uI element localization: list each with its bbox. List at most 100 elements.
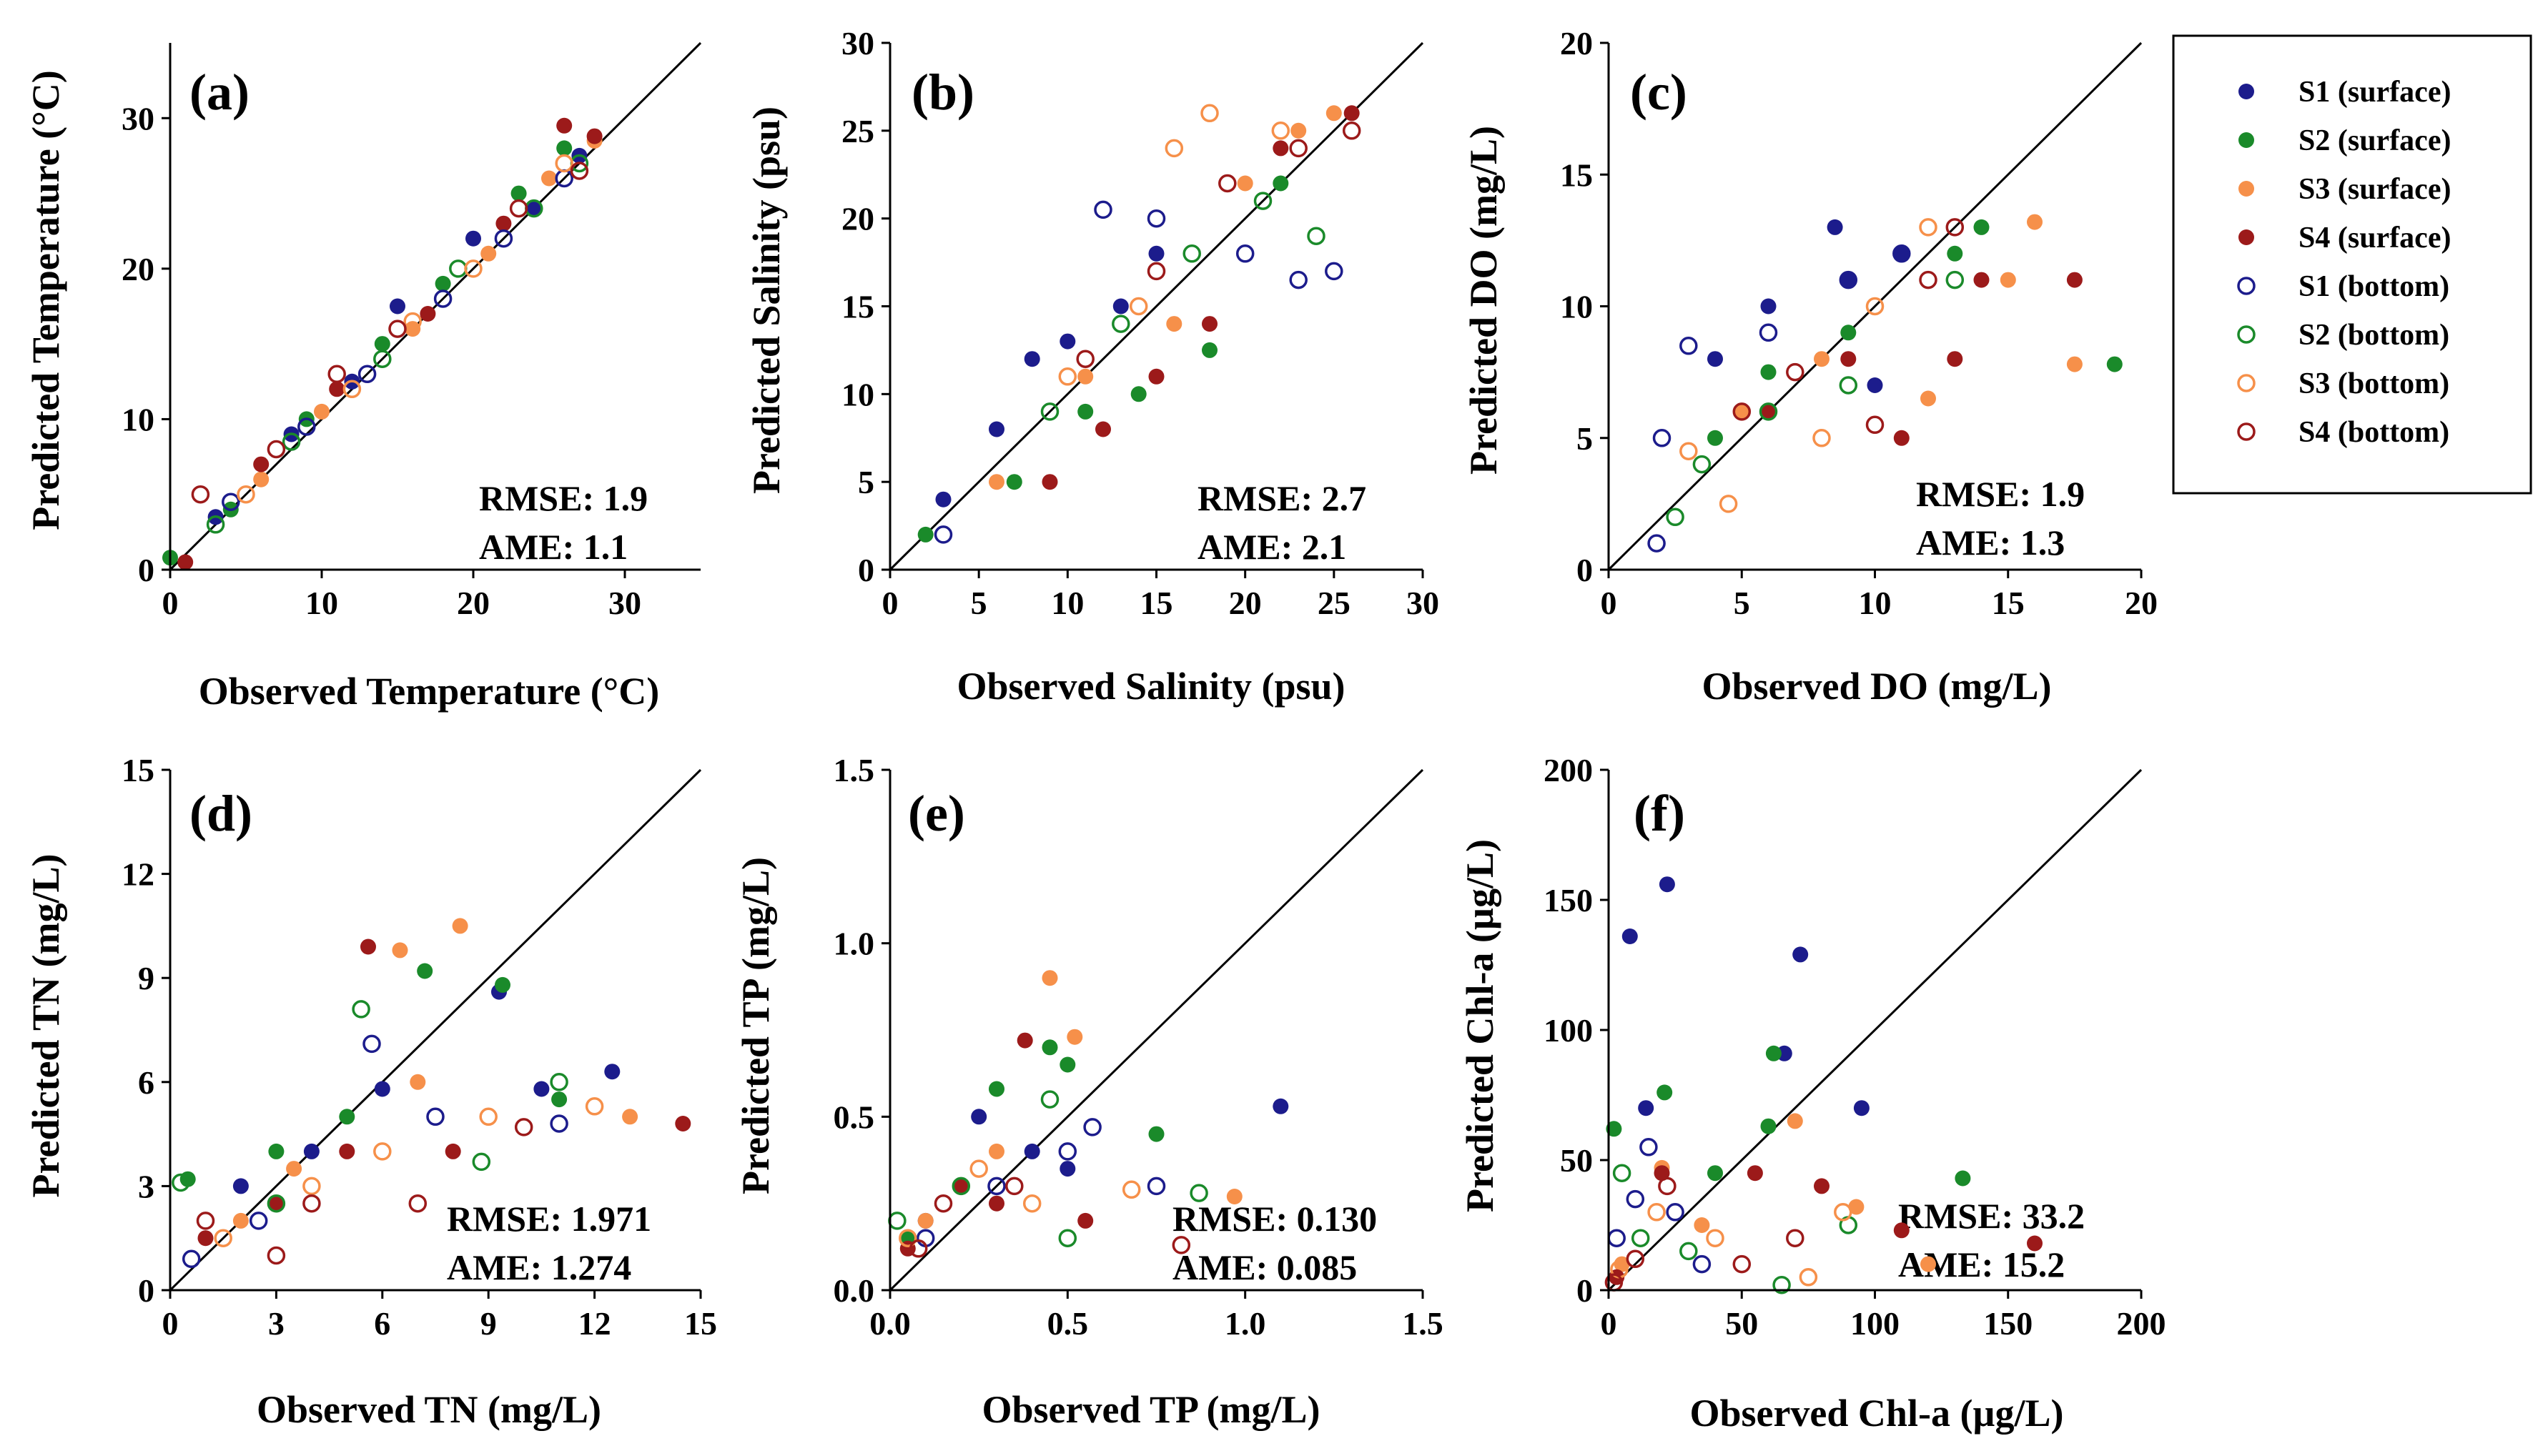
data-point: [480, 245, 497, 262]
y-tick-label: 15: [122, 752, 154, 788]
plot-4: 0 3 6 9 12 15 0 3 6 9 12 15: [122, 752, 717, 1342]
data-point: [1666, 507, 1684, 527]
data-point: [1893, 1222, 1910, 1239]
data-point: [494, 229, 513, 248]
data-point: [1631, 1229, 1650, 1247]
data-point: [1679, 442, 1698, 460]
data-point: [1325, 105, 1342, 122]
x-tick-label: 15: [1140, 585, 1173, 621]
legend-marker: [2237, 422, 2256, 441]
data-point: [253, 456, 270, 472]
data-point: [433, 289, 453, 308]
data-point: [1647, 534, 1666, 553]
data-point: [410, 1074, 426, 1090]
panel-c-ame: AME: 1.3: [1916, 523, 2065, 563]
data-point: [1760, 298, 1777, 315]
data-point: [1076, 350, 1095, 368]
plot-2: 0 5 10 15 20 25 30 0 5 10 15 20 25 30: [841, 25, 1439, 621]
y-tick-label: 0: [1576, 552, 1593, 588]
data-point: [1867, 377, 1883, 393]
y-tick-label: 5: [1576, 420, 1593, 457]
data-point: [1840, 351, 1857, 367]
data-point: [268, 1143, 285, 1159]
x-tick-label: 15: [1992, 585, 2025, 621]
data-point: [408, 1194, 428, 1213]
panel-b-ylabel: Predicted Salinity (psu): [745, 107, 788, 494]
data-point: [388, 320, 407, 338]
data-point: [1612, 1164, 1631, 1182]
data-point: [303, 1143, 320, 1159]
legend-entry-s2-bottom: S2 (bottom): [2237, 319, 2449, 352]
data-point: [1786, 362, 1804, 382]
data-point: [1325, 262, 1343, 281]
panel-d-label: (d): [189, 785, 252, 842]
y-tick-label: 3: [138, 1168, 154, 1204]
data-point: [1200, 104, 1219, 123]
data-point: [1747, 1165, 1763, 1182]
data-point: [329, 381, 345, 397]
data-point: [1182, 244, 1201, 263]
data-point: [342, 380, 362, 399]
data-point: [479, 1107, 498, 1126]
y-tick-label: 0: [1576, 1272, 1593, 1309]
y-tick-label: 200: [1544, 752, 1593, 788]
data-point: [1787, 1113, 1803, 1129]
data-point: [1253, 192, 1273, 210]
data-point: [2066, 272, 2083, 288]
data-point: [989, 1195, 1004, 1212]
panel-c: (c) RMSE: 1.9 AME: 1.3 Observed DO (mg/L…: [1462, 64, 2085, 708]
y-tick-label: 10: [122, 401, 154, 437]
legend-marker: [2238, 132, 2254, 148]
data-point: [1839, 376, 1858, 395]
data-point: [1218, 174, 1237, 193]
legend-entry-s4-bottom: S4 (bottom): [2237, 416, 2449, 449]
plot-5: 0.0 0.5 1.0 1.5 0.0 0.5 1.0 1.5: [834, 752, 1443, 1342]
data-point: [392, 942, 408, 959]
x-tick-label: 10: [305, 585, 338, 621]
legend-box: [2172, 34, 2532, 495]
panel-b-rmse: RMSE: 2.7: [1198, 478, 1366, 518]
data-point: [1289, 139, 1308, 158]
data-point: [899, 1229, 917, 1247]
data-point: [935, 491, 952, 507]
data-point: [1834, 1203, 1852, 1222]
data-point: [1679, 337, 1698, 355]
data-point: [214, 1229, 232, 1247]
panel-b-ame: AME: 2.1: [1198, 527, 1346, 567]
data-point: [426, 1107, 445, 1126]
data-point: [1094, 200, 1112, 219]
panel-d-ylabel: Predicted TN (mg/L): [24, 854, 67, 1198]
data-point: [509, 199, 528, 218]
data-point: [1235, 244, 1255, 263]
data-point: [1083, 1118, 1102, 1136]
data-point: [934, 525, 953, 544]
data-point: [1765, 1045, 1782, 1061]
data-point: [1865, 415, 1885, 435]
y-tick-label: 0: [138, 1272, 154, 1309]
data-point: [1017, 1032, 1033, 1049]
one-to-one-line: [1607, 768, 2143, 1292]
x-tick-label: 12: [578, 1305, 611, 1342]
panel-e-xlabel: Observed TP (mg/L): [982, 1388, 1320, 1431]
panel-f-xlabel: Observed Chl-a (µg/L): [1689, 1392, 2063, 1435]
y-tick-label: 20: [1560, 25, 1593, 61]
y-tick-label: 6: [138, 1064, 154, 1101]
data-point: [1190, 1184, 1208, 1202]
data-point: [403, 312, 422, 331]
data-point: [1095, 421, 1111, 437]
data-point: [1148, 245, 1165, 262]
y-tick-label: 100: [1544, 1012, 1593, 1049]
data-point: [495, 976, 510, 993]
data-point: [989, 421, 1004, 437]
data-point: [1042, 474, 1058, 490]
data-point: [1759, 402, 1778, 421]
data-point: [1945, 218, 1965, 237]
y-tick-label: 12: [122, 856, 154, 893]
data-point: [452, 918, 468, 934]
data-point: [1060, 333, 1076, 350]
one-to-one-line: [889, 768, 1424, 1292]
panel-a: (a) RMSE: 1.9 AME: 1.1 Observed Temperat…: [24, 64, 659, 713]
data-point: [1654, 1165, 1670, 1182]
panel-d-rmse: RMSE: 1.971: [447, 1199, 651, 1239]
x-tick-label: 10: [1051, 585, 1084, 621]
